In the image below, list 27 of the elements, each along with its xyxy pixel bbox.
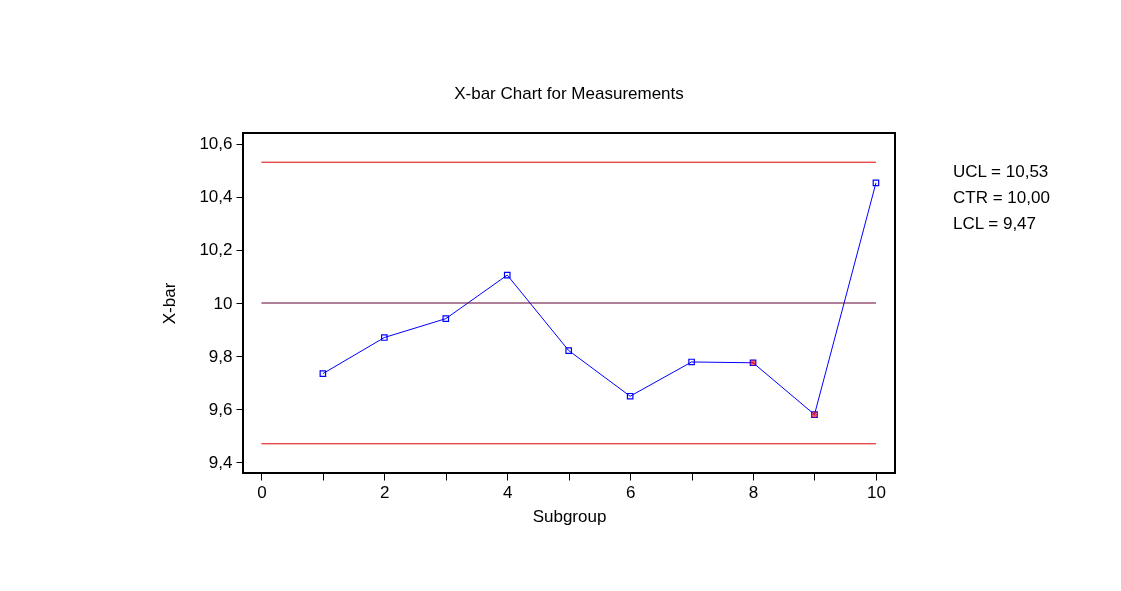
point: [503, 271, 511, 279]
text: UCL = 10,53: [953, 162, 1049, 181]
point: [626, 392, 634, 400]
y-tick-label: 10,2: [199, 240, 233, 260]
y-tick-label: 10: [213, 293, 233, 313]
x-tick-label: 2: [380, 482, 390, 502]
point: [319, 370, 327, 377]
y-tick-label: 10,4: [199, 187, 233, 207]
text: CTR = 10,00: [953, 188, 1050, 207]
point: [872, 179, 880, 187]
x-tick-label: 10: [866, 482, 886, 502]
y-tick-label: 9,4: [208, 452, 233, 472]
chart-title: X-bar Chart for Measurements: [454, 84, 684, 103]
y-tick-label: 9,6: [208, 399, 233, 419]
point: [381, 334, 388, 341]
text: LCL = 9,47: [953, 214, 1037, 233]
y-tick-label: 9,8: [208, 346, 233, 366]
x-tick-label: 0: [257, 482, 267, 502]
y-axis-title: X-bar: [160, 282, 180, 325]
x-tick-label: 8: [748, 482, 759, 502]
point: [688, 358, 695, 366]
x-tick-label: 4: [503, 482, 513, 502]
point: [565, 347, 573, 354]
y-tick-label: 10,6: [199, 134, 233, 154]
point: [442, 315, 450, 323]
x-axis-title: Subgroup: [532, 506, 607, 526]
x-tick-label: 6: [625, 482, 636, 502]
